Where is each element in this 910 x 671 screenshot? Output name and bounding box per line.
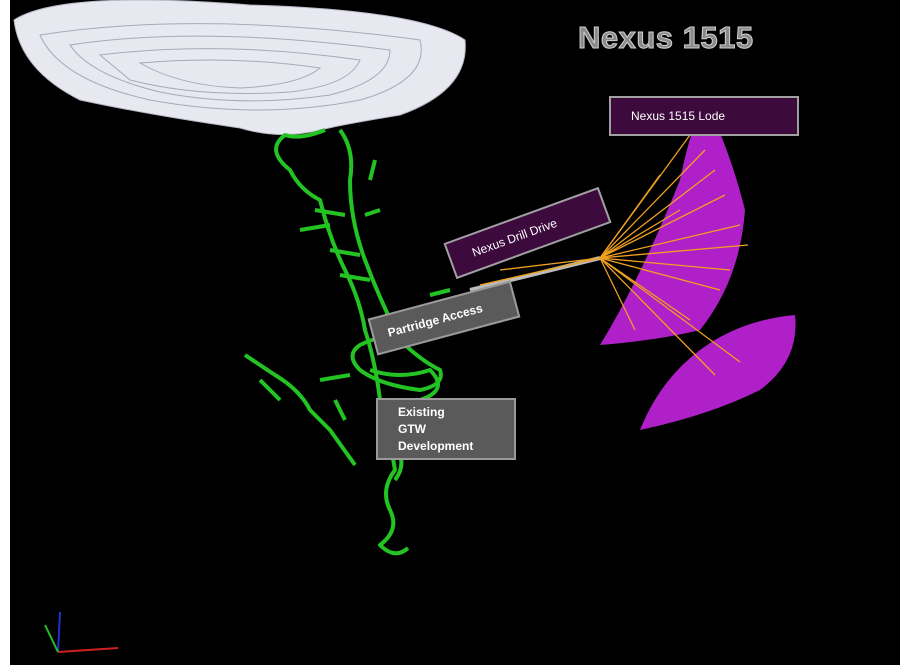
scene: Nexus 1515 Nexus 1515 Lode Nexus Drill D…	[0, 0, 910, 671]
existing-label: Existing GTW Development	[376, 398, 516, 460]
title: Nexus 1515	[578, 20, 754, 56]
lode-label: Nexus 1515 Lode	[609, 96, 799, 136]
